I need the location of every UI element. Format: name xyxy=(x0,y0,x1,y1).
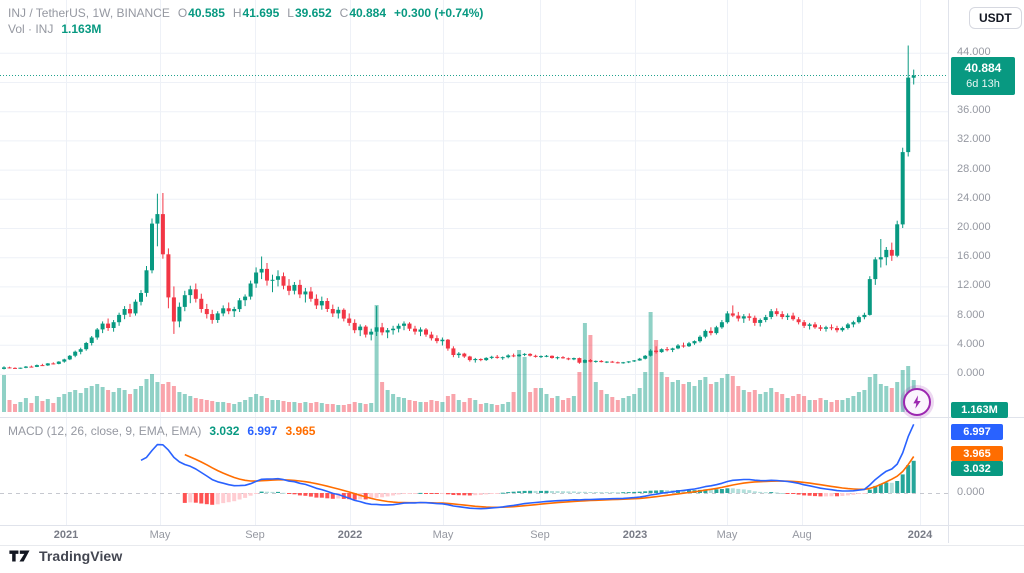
macd-histogram xyxy=(182,460,916,505)
price-tick-label: 12.000 xyxy=(957,279,991,292)
symbol-title[interactable]: INJ / TetherUS, 1W, BINANCE xyxy=(8,6,170,20)
flash-button[interactable] xyxy=(903,388,931,416)
macd-line-value: 6.997 xyxy=(247,424,278,438)
price-tick-label: 8.000 xyxy=(957,308,985,321)
macd-line-badge: 6.997 xyxy=(951,424,1003,440)
price-tick-label: 32.000 xyxy=(957,133,991,146)
symbol-legend-row: INJ / TetherUS, 1W, BINANCE O40.585 H41.6… xyxy=(8,6,483,20)
time-tick-label: Sep xyxy=(530,529,550,541)
time-tick-label: 2021 xyxy=(53,529,79,541)
price-change: +0.300 (+0.74%) xyxy=(394,6,484,20)
time-tick-label: Aug xyxy=(792,529,812,541)
time-axis[interactable]: 2021 May Sep 2022 May Sep 2023 May Aug 2024 xyxy=(0,525,948,543)
macd-zero-label: 0.000 xyxy=(957,486,985,498)
time-tick-label: May xyxy=(149,529,171,541)
macd-legend-row: MACD (12, 26, close, 9, EMA, EMA) 3.032 … xyxy=(8,424,315,438)
currency-toggle-button[interactable]: USDT xyxy=(969,7,1022,29)
time-tick-label: 2024 xyxy=(907,529,933,541)
time-tick-label: 2023 xyxy=(622,529,648,541)
price-tick-label: 0.000 xyxy=(957,367,985,379)
ohlc-pair: O40.585 xyxy=(177,6,225,20)
ohlc-pair: H41.695 xyxy=(232,6,280,20)
ohlc-values: O40.585 H41.695 L39.652 C40.884 xyxy=(178,6,386,20)
price-tick-label: 44.000 xyxy=(957,45,991,58)
pane-separators[interactable] xyxy=(0,0,1024,546)
price-tick-label: 16.000 xyxy=(957,250,991,263)
macd-main-line xyxy=(140,423,915,510)
tradingview-glyph-icon xyxy=(9,550,30,562)
bar-countdown: 6d 13h xyxy=(966,77,1000,90)
volume-bars xyxy=(2,305,916,412)
lightning-icon xyxy=(913,395,921,409)
macd-hist-badge: 3.032 xyxy=(951,461,1003,476)
macd-hist-value: 3.032 xyxy=(209,424,240,438)
time-tick-label: 2022 xyxy=(337,529,363,541)
macd-signal-value: 3.965 xyxy=(285,424,316,438)
price-tick-label: 28.000 xyxy=(957,162,991,175)
price-tick-label: 20.000 xyxy=(957,221,991,233)
time-tick-label: May xyxy=(716,529,738,541)
ohlc-pair: L39.652 xyxy=(287,6,332,20)
macd-label[interactable]: MACD (12, 26, close, 9, EMA, EMA) xyxy=(8,424,202,438)
ohlc-pair: C40.884 xyxy=(339,6,387,20)
last-price-value: 40.884 xyxy=(964,61,1002,76)
last-price-badge: 40.884 6d 13h xyxy=(951,57,1015,95)
tradingview-brand-text: TradingView xyxy=(39,548,123,564)
volume-axis-badge: 1.163M xyxy=(951,402,1008,418)
volume-label[interactable]: Vol · INJ xyxy=(8,22,54,36)
grid-lines xyxy=(0,0,948,525)
candlesticks xyxy=(2,45,916,370)
time-tick-label: May xyxy=(432,529,454,541)
price-axis[interactable]: 44.000 36.000 32.000 28.000 24.000 20.000 16.0… xyxy=(949,0,1024,543)
price-tick-label: 4.000 xyxy=(957,337,985,350)
tradingview-logo[interactable]: TradingView xyxy=(8,548,122,564)
volume-legend-row: Vol · INJ 1.163M xyxy=(8,22,101,36)
macd-signal-badge: 3.965 xyxy=(951,446,1003,461)
price-tick-label: 36.000 xyxy=(957,104,991,117)
price-tick-label: 24.000 xyxy=(957,191,991,204)
time-tick-label: Sep xyxy=(245,529,265,541)
volume-value: 1.163M xyxy=(61,22,102,36)
